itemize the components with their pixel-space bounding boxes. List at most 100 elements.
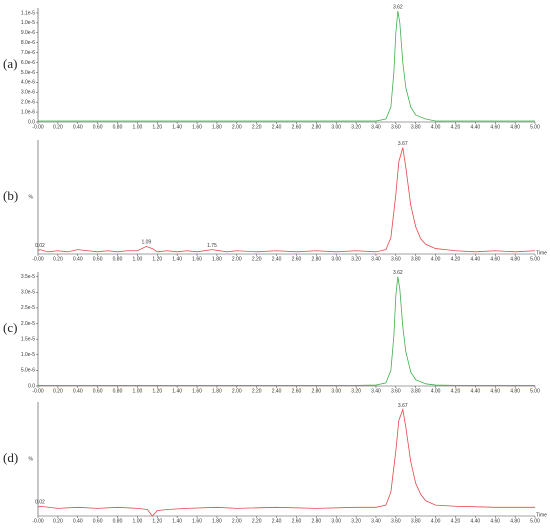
x-tick-label: 1.80 <box>212 256 222 262</box>
x-tick-label: 1.40 <box>172 518 182 524</box>
trace <box>37 147 536 253</box>
x-tick-label: 0.20 <box>53 518 63 524</box>
x-axis-label: Time <box>536 250 547 256</box>
y-tick-label: 3.0e-6 <box>21 90 35 96</box>
y-tick-label: 5.0e-6 <box>21 70 35 76</box>
x-tick-label: 3.60 <box>391 388 401 394</box>
peak-label: 3.67 <box>398 141 408 147</box>
x-tick-label: 1.00 <box>133 124 143 130</box>
trace <box>37 408 535 517</box>
y-tick-label: 3.5e-5 <box>21 274 35 280</box>
x-tick-label: 1.60 <box>192 518 202 524</box>
x-tick-label: 3.40 <box>371 256 381 262</box>
y-tick-label: 1.0e-5 <box>21 352 35 358</box>
y-tick-label: 2.0e-5 <box>21 321 35 327</box>
x-tick-label: 2.60 <box>292 388 302 394</box>
x-tick-label: 3.40 <box>371 124 381 130</box>
y-tick-label: 8.0e-6 <box>21 40 35 46</box>
x-tick-label: 3.60 <box>391 518 401 524</box>
x-tick-label: 3.80 <box>411 256 421 262</box>
x-tick-label: 2.80 <box>311 388 321 394</box>
y-tick-label: 1.5e-5 <box>21 336 35 342</box>
x-tick-label: 2.80 <box>311 124 321 130</box>
x-tick-label: 2.20 <box>252 124 262 130</box>
x-tick-label: 5.00 <box>530 388 540 394</box>
x-tick-label: 0.80 <box>113 124 123 130</box>
x-tick-label: 3.60 <box>391 256 401 262</box>
x-tick-label: 0.80 <box>113 388 123 394</box>
x-tick-label: 3.80 <box>411 518 421 524</box>
x-tick-label: 2.00 <box>232 388 242 394</box>
x-tick-label: 3.20 <box>351 518 361 524</box>
x-tick-label: 2.40 <box>272 518 282 524</box>
x-tick-label: 0.20 <box>53 124 63 130</box>
x-tick-label: 4.40 <box>470 256 480 262</box>
x-tick-label: 3.60 <box>391 124 401 130</box>
y-tick-label: 0.0 <box>28 119 35 125</box>
x-tick-label: 1.00 <box>133 256 143 262</box>
x-tick-label: 4.80 <box>510 256 520 262</box>
x-tick-label: 0.60 <box>93 518 103 524</box>
x-tick-label: 4.40 <box>470 388 480 394</box>
x-tick-label: 0.20 <box>53 388 63 394</box>
x-tick-label: 1.20 <box>152 518 162 524</box>
x-tick-label: 4.20 <box>451 256 461 262</box>
x-tick-label: 3.20 <box>351 388 361 394</box>
x-tick-label: 3.80 <box>411 124 421 130</box>
x-tick-label: 3.80 <box>411 388 421 394</box>
x-tick-label: 2.40 <box>272 256 282 262</box>
y-axis-label: % <box>29 194 34 200</box>
x-tick-label: 2.40 <box>272 388 282 394</box>
x-tick-label: 2.20 <box>252 388 262 394</box>
x-tick-label: 2.00 <box>232 518 242 524</box>
y-tick-label: 1.0e-6 <box>21 109 35 115</box>
x-tick-label: 4.60 <box>490 518 500 524</box>
x-tick-label: 2.80 <box>311 518 321 524</box>
y-tick-label: 1.1e-5 <box>21 10 35 16</box>
x-tick-label: 1.80 <box>212 518 222 524</box>
x-tick-label: 3.00 <box>331 388 341 394</box>
x-tick-label: 1.60 <box>192 124 202 130</box>
x-tick-label: 4.00 <box>431 256 441 262</box>
x-tick-label: 3.20 <box>351 124 361 130</box>
x-tick-label: 4.40 <box>470 124 480 130</box>
trace <box>38 10 535 122</box>
x-tick-label: 0.40 <box>73 124 83 130</box>
x-tick-label: 4.20 <box>451 388 461 394</box>
x-tick-label: 0.40 <box>73 388 83 394</box>
panel-label: (b) <box>3 188 18 203</box>
x-tick-label: 0.60 <box>93 124 103 130</box>
panel-label: (c) <box>3 320 17 335</box>
x-tick-label: 1.60 <box>192 388 202 394</box>
x-tick-label: -0.00 <box>32 388 44 394</box>
y-tick-label: 1.0e-5 <box>21 20 35 26</box>
x-tick-label: 1.80 <box>212 388 222 394</box>
y-tick-label: 2.5e-5 <box>21 305 35 311</box>
peak-label: 3.62 <box>393 4 403 10</box>
peak-label: 1.75 <box>207 243 217 249</box>
y-tick-label: 5.0e-6 <box>21 368 35 374</box>
x-tick-label: 5.00 <box>530 124 540 130</box>
y-tick-label: 4.0e-6 <box>21 80 35 86</box>
x-tick-label: 0.20 <box>53 256 63 262</box>
peak-label: 1.09 <box>141 240 151 246</box>
peak-label: 0.02 <box>35 500 45 506</box>
x-tick-label: 2.00 <box>232 124 242 130</box>
x-tick-label: 1.40 <box>172 256 182 262</box>
trace <box>38 276 535 386</box>
y-tick-label: 0.0 <box>28 383 35 389</box>
x-tick-label: 1.00 <box>133 518 143 524</box>
x-tick-label: 4.00 <box>431 388 441 394</box>
panel-label: (d) <box>3 450 18 465</box>
x-tick-label: 3.40 <box>371 518 381 524</box>
x-axis-label: Time <box>536 512 547 518</box>
x-tick-label: 4.60 <box>490 256 500 262</box>
peak-label: 3.62 <box>393 270 403 276</box>
x-tick-label: 2.60 <box>292 518 302 524</box>
x-tick-label: 1.40 <box>172 124 182 130</box>
x-tick-label: 0.60 <box>93 256 103 262</box>
x-tick-label: 3.00 <box>331 256 341 262</box>
x-tick-label: 2.00 <box>232 256 242 262</box>
